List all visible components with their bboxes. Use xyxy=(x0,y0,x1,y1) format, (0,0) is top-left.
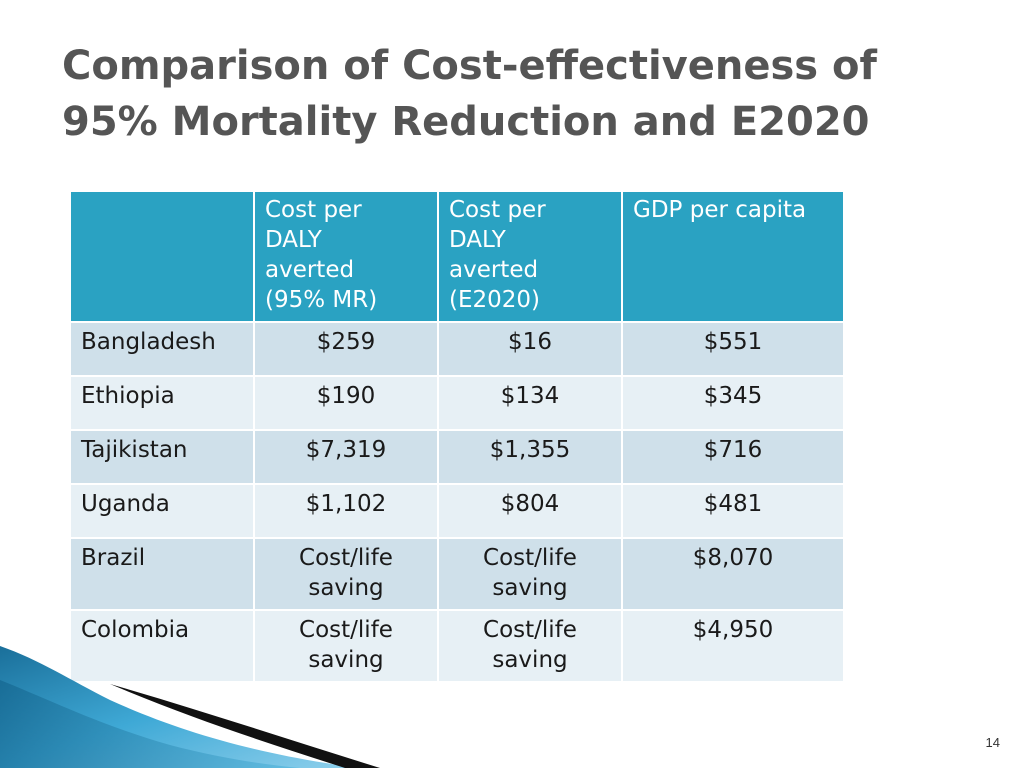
cost-e2020-cell: Cost/life saving xyxy=(437,537,623,611)
header-label: Cost per DALY averted (95% MR) xyxy=(265,197,378,313)
table-row: Bangladesh $259 $16 $551 xyxy=(69,321,845,377)
cost-95mr-cell: $190 xyxy=(253,375,439,431)
cost-e2020-cell: $16 xyxy=(437,321,623,377)
comparison-table: Cost per DALY averted (95% MR) Cost per … xyxy=(69,190,845,683)
cost-95mr-cell: Cost/life saving xyxy=(253,609,439,683)
header-label: GDP per capita xyxy=(633,197,807,223)
cost-95mr-cell: $1,102 xyxy=(253,483,439,539)
country-cell: Tajikistan xyxy=(69,429,255,485)
gdp-cell: $4,950 xyxy=(621,609,845,683)
gdp-cell: $8,070 xyxy=(621,537,845,611)
cost-95mr-cell: $7,319 xyxy=(253,429,439,485)
header-cell-cost-e2020: Cost per DALY averted (E2020) xyxy=(437,190,623,323)
header-label: Cost per DALY averted (E2020) xyxy=(449,197,546,313)
table-row: Brazil Cost/life saving Cost/life saving… xyxy=(69,537,845,611)
slide-title: Comparison of Cost-effectiveness of 95% … xyxy=(62,43,877,145)
header-cell-gdp: GDP per capita xyxy=(621,190,845,323)
page-number: 14 xyxy=(985,735,1000,750)
country-cell: Colombia xyxy=(69,609,255,683)
cost-e2020-cell: Cost/life saving xyxy=(437,609,623,683)
country-cell: Bangladesh xyxy=(69,321,255,377)
gdp-cell: $345 xyxy=(621,375,845,431)
table-row: Tajikistan $7,319 $1,355 $716 xyxy=(69,429,845,485)
header-cell-empty xyxy=(69,190,255,323)
country-cell: Brazil xyxy=(69,537,255,611)
header-cell-cost-95mr: Cost per DALY averted (95% MR) xyxy=(253,190,439,323)
cost-e2020-cell: $804 xyxy=(437,483,623,539)
gdp-cell: $551 xyxy=(621,321,845,377)
table-header-row: Cost per DALY averted (95% MR) Cost per … xyxy=(69,190,845,323)
country-cell: Uganda xyxy=(69,483,255,539)
table-row: Colombia Cost/life saving Cost/life savi… xyxy=(69,609,845,683)
cost-e2020-cell: $134 xyxy=(437,375,623,431)
gdp-cell: $481 xyxy=(621,483,845,539)
table-row: Uganda $1,102 $804 $481 xyxy=(69,483,845,539)
decorative-wave-graphic xyxy=(0,646,380,768)
cost-95mr-cell: $259 xyxy=(253,321,439,377)
cost-e2020-cell: $1,355 xyxy=(437,429,623,485)
gdp-cell: $716 xyxy=(621,429,845,485)
country-cell: Ethiopia xyxy=(69,375,255,431)
table-row: Ethiopia $190 $134 $345 xyxy=(69,375,845,431)
cost-95mr-cell: Cost/life saving xyxy=(253,537,439,611)
